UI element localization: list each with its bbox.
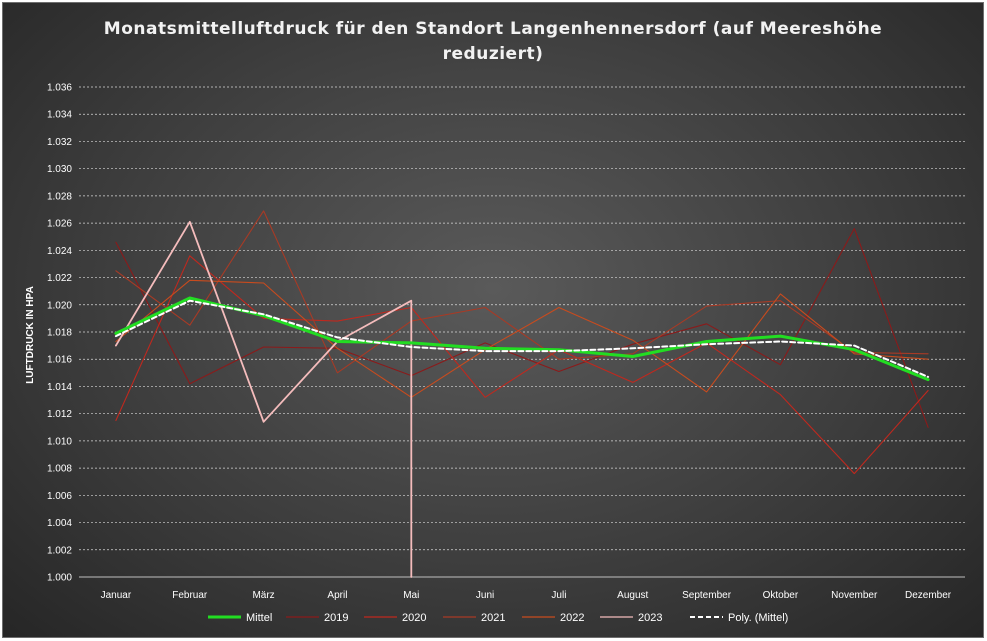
x-tick-label: Oktober bbox=[763, 590, 799, 601]
y-axis-title: LUFTDRUCK IN HPA bbox=[25, 286, 36, 384]
series-layer bbox=[114, 210, 930, 578]
y-tick-label: 1.004 bbox=[47, 518, 72, 529]
y-tick-label: 1.000 bbox=[47, 573, 72, 584]
legend-label: 2023 bbox=[638, 612, 662, 624]
x-tick-label: Mai bbox=[403, 590, 419, 601]
axis-layer: 1.000 1.002 1.004 1.006 1.008 1.010 1.012 1.014… bbox=[47, 83, 965, 601]
y-tick-label: 1.002 bbox=[47, 545, 72, 556]
x-tick-label: April bbox=[327, 590, 347, 601]
y-tick-label: 1.026 bbox=[47, 219, 72, 230]
x-tick-label: Januar bbox=[101, 590, 132, 601]
y-tick-label: 1.022 bbox=[47, 273, 72, 284]
y-tick-label: 1.010 bbox=[47, 436, 72, 447]
legend-label: 2022 bbox=[560, 612, 584, 624]
y-tick-label: 1.014 bbox=[47, 382, 72, 393]
y-tick-label: 1.012 bbox=[47, 409, 72, 420]
series-line-2021 bbox=[115, 210, 929, 374]
chart-title: Monatsmittelluftdruck für den Standort L… bbox=[103, 19, 883, 64]
x-tick-label: Juni bbox=[476, 590, 494, 601]
line-chart: 1.000 1.002 1.004 1.006 1.008 1.010 1.012 1.014… bbox=[25, 83, 965, 624]
y-tick-label: 1.030 bbox=[47, 164, 72, 175]
legend-label: Poly. (Mittel) bbox=[728, 612, 788, 624]
legend: Mittel 2019 2020 2021 2022 2023 Poly. (Mittel) bbox=[208, 612, 788, 624]
legend-label: Mittel bbox=[246, 612, 272, 624]
x-tick-label: Februar bbox=[172, 590, 208, 601]
y-tick-label: 1.006 bbox=[47, 491, 72, 502]
y-tick-label: 1.024 bbox=[47, 246, 72, 257]
x-tick-label: September bbox=[682, 590, 732, 601]
series-line-2023 bbox=[115, 220, 413, 578]
x-tick-label: Dezember bbox=[905, 590, 952, 601]
y-tick-label: 1.036 bbox=[47, 83, 72, 94]
y-tick-label: 1.032 bbox=[47, 137, 72, 148]
y-tick-label: 1.034 bbox=[47, 110, 72, 121]
series-line-poly-mittel bbox=[114, 299, 930, 378]
y-tick-label: 1.008 bbox=[47, 464, 72, 475]
x-tick-label: August bbox=[617, 590, 648, 601]
series-line-2019 bbox=[115, 228, 929, 428]
x-tick-label: November bbox=[831, 590, 878, 601]
y-tick-label: 1.016 bbox=[47, 355, 72, 366]
legend-label: 2020 bbox=[402, 612, 426, 624]
x-tick-label: Juli bbox=[551, 590, 566, 601]
legend-label: 2019 bbox=[324, 612, 348, 624]
y-tick-label: 1.028 bbox=[47, 191, 72, 202]
grid-layer bbox=[79, 86, 965, 551]
series-line-2022 bbox=[115, 279, 929, 398]
x-tick-label: März bbox=[252, 590, 274, 601]
y-tick-label: 1.020 bbox=[47, 300, 72, 311]
series-line-2020 bbox=[115, 255, 929, 475]
legend-label: 2021 bbox=[481, 612, 505, 624]
y-tick-label: 1.018 bbox=[47, 328, 72, 339]
